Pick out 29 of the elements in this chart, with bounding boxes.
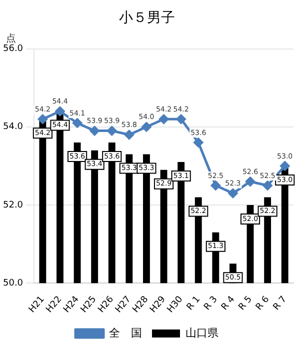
- point: [159, 114, 169, 124]
- point: [38, 114, 48, 124]
- point: [176, 114, 186, 124]
- y-axis-title: 点: [6, 32, 16, 44]
- point: [124, 130, 134, 140]
- point: [262, 180, 272, 190]
- y-tick-label: 50.0: [2, 278, 24, 288]
- point: [72, 118, 82, 128]
- point: [142, 122, 152, 132]
- point: [107, 126, 117, 136]
- y-tick-label: 54.0: [2, 122, 24, 132]
- legend-label: 山口県: [186, 326, 218, 340]
- y-tick-label: 56.0: [2, 44, 24, 54]
- chart-title: 小５男子: [119, 10, 175, 26]
- point: [246, 176, 256, 186]
- point: [90, 126, 100, 136]
- x-tick-label: R 6: [254, 294, 272, 312]
- point: [228, 188, 238, 198]
- point: [280, 161, 290, 171]
- x-tick-label: R 4: [220, 294, 238, 312]
- x-tick-label: R 5: [237, 294, 254, 312]
- x-tick-label: R 7: [272, 294, 289, 312]
- x-tick-label: R 3: [202, 294, 220, 312]
- point: [194, 138, 204, 148]
- y-tick-label: 52.0: [2, 200, 24, 210]
- point: [210, 180, 220, 190]
- point: [55, 106, 65, 116]
- legend-label: 全 国: [109, 326, 142, 340]
- x-tick-label: R 1: [185, 294, 202, 312]
